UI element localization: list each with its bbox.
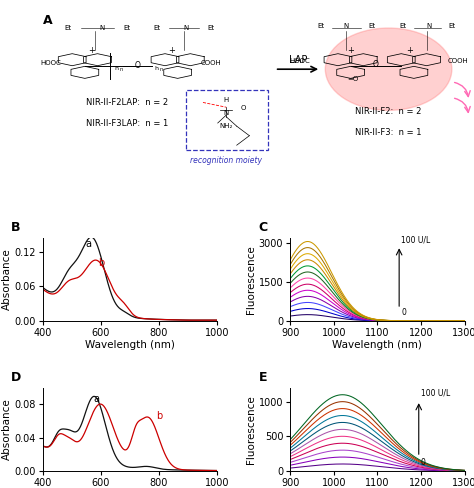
Text: 0: 0 — [401, 308, 406, 317]
X-axis label: Wavelength (nm): Wavelength (nm) — [332, 341, 422, 350]
Text: D: D — [11, 371, 21, 385]
Text: COOH: COOH — [201, 60, 222, 66]
Text: n: n — [159, 67, 162, 72]
Text: NIR-II-F3LAP:  n = 1: NIR-II-F3LAP: n = 1 — [86, 119, 168, 127]
Text: recognition moiety: recognition moiety — [190, 156, 262, 165]
Text: 100 U/L: 100 U/L — [421, 389, 450, 398]
Text: Et: Et — [64, 25, 72, 31]
Text: +: + — [168, 46, 175, 55]
Text: N: N — [344, 23, 349, 29]
Text: +: + — [347, 46, 354, 55]
Text: 0: 0 — [421, 458, 426, 467]
Text: a: a — [86, 239, 91, 249]
Text: B: B — [11, 221, 21, 234]
Text: =O: =O — [347, 76, 358, 82]
Text: NIR-II-F2LAP:  n = 2: NIR-II-F2LAP: n = 2 — [86, 98, 168, 107]
Text: O: O — [135, 61, 140, 70]
Y-axis label: Fluorescence: Fluorescence — [246, 395, 256, 464]
Text: a: a — [93, 394, 100, 404]
Text: O: O — [373, 60, 379, 69]
Text: N: N — [224, 110, 229, 116]
Text: LAP: LAP — [289, 55, 307, 65]
Text: Et: Et — [400, 23, 407, 29]
Ellipse shape — [325, 28, 452, 110]
Text: N: N — [183, 25, 189, 31]
Text: h: h — [115, 66, 118, 71]
Text: A: A — [43, 14, 52, 27]
Text: b: b — [98, 258, 104, 268]
Text: O: O — [241, 105, 246, 111]
Text: HOOC: HOOC — [41, 60, 62, 66]
Text: +: + — [406, 46, 413, 55]
Text: Et: Et — [318, 23, 325, 29]
Text: COOH: COOH — [448, 58, 469, 64]
Text: HOOC: HOOC — [290, 58, 310, 64]
Text: C: C — [259, 221, 268, 234]
Text: NIR-II-F3:  n = 1: NIR-II-F3: n = 1 — [356, 128, 422, 137]
Text: E: E — [259, 371, 267, 385]
Text: Et: Et — [153, 25, 160, 31]
Text: Et: Et — [368, 23, 375, 29]
Y-axis label: Absorbance: Absorbance — [1, 399, 11, 460]
Text: H: H — [224, 98, 229, 103]
Text: Et: Et — [448, 23, 456, 29]
Text: h: h — [155, 66, 159, 71]
Text: 100 U/L: 100 U/L — [401, 236, 430, 244]
Text: +: + — [88, 46, 95, 55]
Text: Et: Et — [208, 25, 215, 31]
Text: NH₂: NH₂ — [219, 123, 233, 129]
Text: N: N — [426, 23, 431, 29]
Text: b: b — [156, 410, 162, 421]
Y-axis label: Absorbance: Absorbance — [1, 248, 11, 310]
Bar — [186, 90, 268, 150]
Y-axis label: Fluorescence: Fluorescence — [246, 245, 256, 313]
Text: N: N — [99, 25, 104, 31]
X-axis label: Wavelength (nm): Wavelength (nm) — [85, 341, 175, 350]
Text: NIR-II-F2:  n = 2: NIR-II-F2: n = 2 — [356, 107, 422, 117]
Text: Et: Et — [123, 25, 131, 31]
Text: n: n — [119, 67, 122, 72]
